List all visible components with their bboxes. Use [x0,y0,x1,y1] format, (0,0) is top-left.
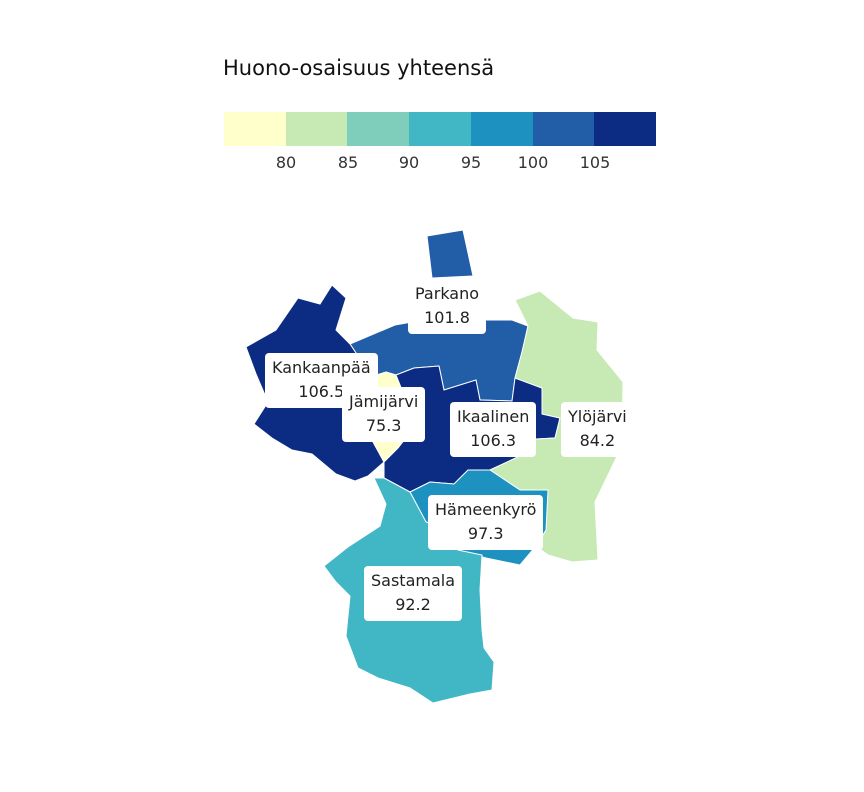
legend-color-scale [224,112,657,146]
legend-swatch [470,112,533,146]
legend-tick: 80 [275,153,297,172]
region-kankaanpaa[interactable] [245,284,385,482]
legend-tick: 100 [517,153,549,172]
legend-swatch [347,112,410,146]
legend-tick-labels: 80 85 90 95 100 105 [224,153,656,175]
legend-tick: 95 [460,153,482,172]
legend-swatch [224,112,286,146]
legend-title: Huono-osaisuus yhteensä [223,56,495,80]
legend-tick: 90 [398,153,420,172]
legend-swatch [594,112,657,146]
legend-tick: 85 [337,153,359,172]
legend-swatch [285,112,348,146]
legend-swatch [532,112,595,146]
legend-tick: 105 [579,153,611,172]
legend-swatch [409,112,471,146]
